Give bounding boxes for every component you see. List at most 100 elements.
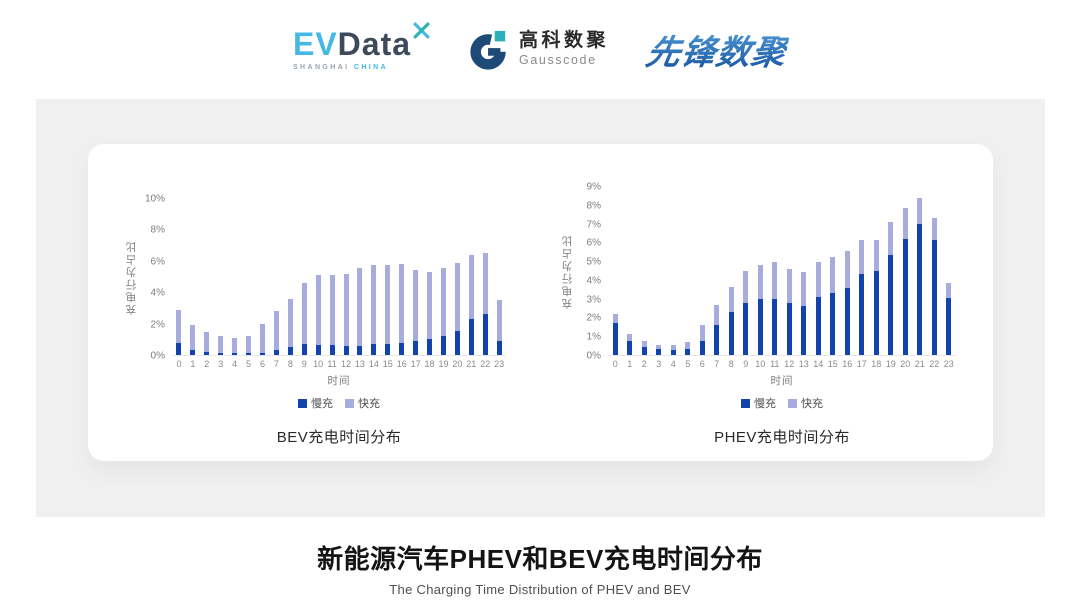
bar-segment-快充 [656,344,662,350]
x-tick-label: 21 [466,359,477,369]
gausscode-en-text: Gausscode [519,53,597,68]
x-tick-label: 1 [627,359,633,369]
bar-segment-慢充 [888,255,894,355]
bar-bev-hour-20: 20 [450,199,464,369]
evdata-spark-icon [413,22,430,39]
stacked-bar [656,187,662,355]
stacked-bar [357,199,363,355]
bar-bev-hour-11: 11 [325,199,339,369]
bar-segment-慢充 [931,240,937,355]
bar-segment-慢充 [743,302,749,355]
bar-phev-hour-0: 0 [608,187,623,369]
bev-caption-area: 时间 慢充 快充 BEV充电时间分布 [172,356,506,447]
stacked-bar [204,199,210,355]
bar-phev-hour-9: 9 [739,187,754,369]
x-tick-label: 23 [494,359,505,369]
stacked-bar [343,199,349,355]
x-tick-label: 11 [770,359,780,369]
x-tick-label: 19 [438,359,449,369]
stacked-bar [670,187,676,355]
bar-segment-慢充 [859,273,865,355]
bev-y-axis-title: 充电行为占比 [125,240,138,315]
bar-segment-快充 [946,283,952,299]
stacked-bar [413,199,419,355]
bar-segment-快充 [232,337,238,354]
bar-segment-快充 [204,331,210,352]
x-tick-label: 11 [327,359,337,369]
stacked-bar [931,187,937,355]
bar-bev-hour-22: 22 [478,199,492,369]
bar-segment-快充 [440,267,446,337]
evdata-shanghai-text: SHANGHAI [292,64,350,71]
stacked-bar [176,199,182,355]
bar-segment-慢充 [371,344,377,355]
bar-phev-hour-21: 21 [913,187,928,369]
bar-segment-慢充 [204,351,210,355]
gausscode-g-icon [470,30,506,70]
bar-segment-慢充 [670,350,676,355]
phev-x-axis-title: 时间 [770,375,794,387]
stacked-bar [259,199,265,355]
y-tick-label: 2% [586,312,601,324]
x-tick-label: 17 [410,359,421,369]
stacked-bar [946,187,952,355]
stacked-bar [801,187,807,355]
bar-phev-hour-14: 14 [811,187,826,369]
y-tick-label: 8% [586,200,601,212]
legend-label: 快充 [801,398,823,410]
y-tick-label: 9% [586,181,601,193]
bar-phev-hour-22: 22 [927,187,942,369]
bar-segment-慢充 [786,302,792,355]
bar-segment-快充 [757,265,763,299]
x-tick-label: 0 [612,359,618,369]
stacked-bar [902,187,908,355]
x-tick-label: 16 [396,359,407,369]
legend-swatch [741,398,750,408]
bar-segment-快充 [385,264,391,345]
bar-bev-hour-1: 1 [186,199,200,369]
bar-segment-快充 [772,261,778,299]
bar-segment-快充 [371,264,377,345]
xianfeng-text: 先锋数聚 [643,34,790,72]
bar-segment-快充 [815,261,821,298]
x-tick-label: 2 [641,359,647,369]
evdata-data-text: Data [337,26,412,62]
stacked-bar [301,199,307,355]
y-tick-label: 8% [150,224,165,236]
bar-segment-慢充 [246,353,252,355]
x-tick-label: 6 [259,359,265,369]
x-tick-label: 2 [204,359,210,369]
bar-segment-快充 [287,298,293,348]
chart-phev: 充电行为占比 0% 1% 2% 3% 4% 5% 6% 7% 8% 9% 0 1 2 3 4 5 6 7 8 9 10… [560,182,956,447]
y-tick-label: 4% [150,287,165,299]
bar-segment-快充 [343,273,349,347]
bar-segment-慢充 [873,271,879,355]
evdata-ev-text: EV [292,26,338,62]
bar-phev-hour-11: 11 [768,187,783,369]
bar-phev-hour-8: 8 [724,187,739,369]
stacked-bar [482,199,488,355]
stacked-bar [641,187,647,355]
bar-segment-慢充 [714,325,720,355]
bar-segment-慢充 [273,349,279,355]
bar-phev-hour-20: 20 [898,187,913,369]
gausscode-text: 高科数聚 Gausscode [519,30,609,68]
x-tick-label: 19 [885,359,896,369]
bar-segment-快充 [190,325,196,350]
stacked-bar [246,199,252,355]
bar-segment-慢充 [176,342,182,355]
bar-phev-hour-16: 16 [840,187,855,369]
x-tick-label: 3 [218,359,224,369]
bar-segment-慢充 [917,224,923,355]
bar-segment-慢充 [301,344,307,355]
bar-phev-hour-2: 2 [637,187,652,369]
bar-segment-慢充 [482,313,488,355]
bar-segment-慢充 [357,345,363,355]
bar-segment-快充 [259,323,265,353]
bar-phev-hour-3: 3 [652,187,667,369]
bar-bev-hour-8: 8 [283,199,297,369]
bar-segment-慢充 [728,312,734,355]
bar-segment-慢充 [656,349,662,355]
x-tick-label: 9 [301,359,307,369]
x-tick-label: 12 [341,359,352,369]
